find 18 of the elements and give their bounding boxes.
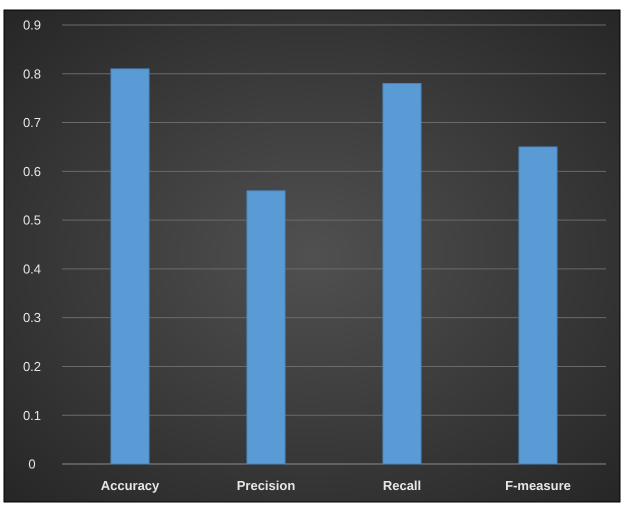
bar — [110, 68, 150, 464]
y-tick-label: 0.7 — [22, 115, 42, 130]
y-tick-label: 0.2 — [22, 358, 42, 374]
y-tick-label: 0 — [28, 456, 36, 472]
x-tick-label: Recall — [382, 478, 422, 493]
x-tick-label: Precision — [236, 478, 296, 493]
y-tick-label: 0.3 — [22, 310, 42, 326]
y-tick-label: 0.9 — [22, 18, 42, 33]
x-tick-label: Accuracy — [100, 478, 160, 493]
bar — [246, 190, 286, 464]
y-tick-label: 0.6 — [22, 164, 42, 179]
y-tick-label: 0.5 — [22, 212, 42, 228]
x-tick-label: F-measure — [505, 478, 571, 493]
y-tick-label: 0.1 — [22, 408, 42, 423]
y-tick-label: 0.4 — [22, 261, 42, 276]
bar — [382, 83, 422, 464]
y-tick-label: 0.8 — [22, 66, 42, 82]
bar — [518, 146, 558, 464]
